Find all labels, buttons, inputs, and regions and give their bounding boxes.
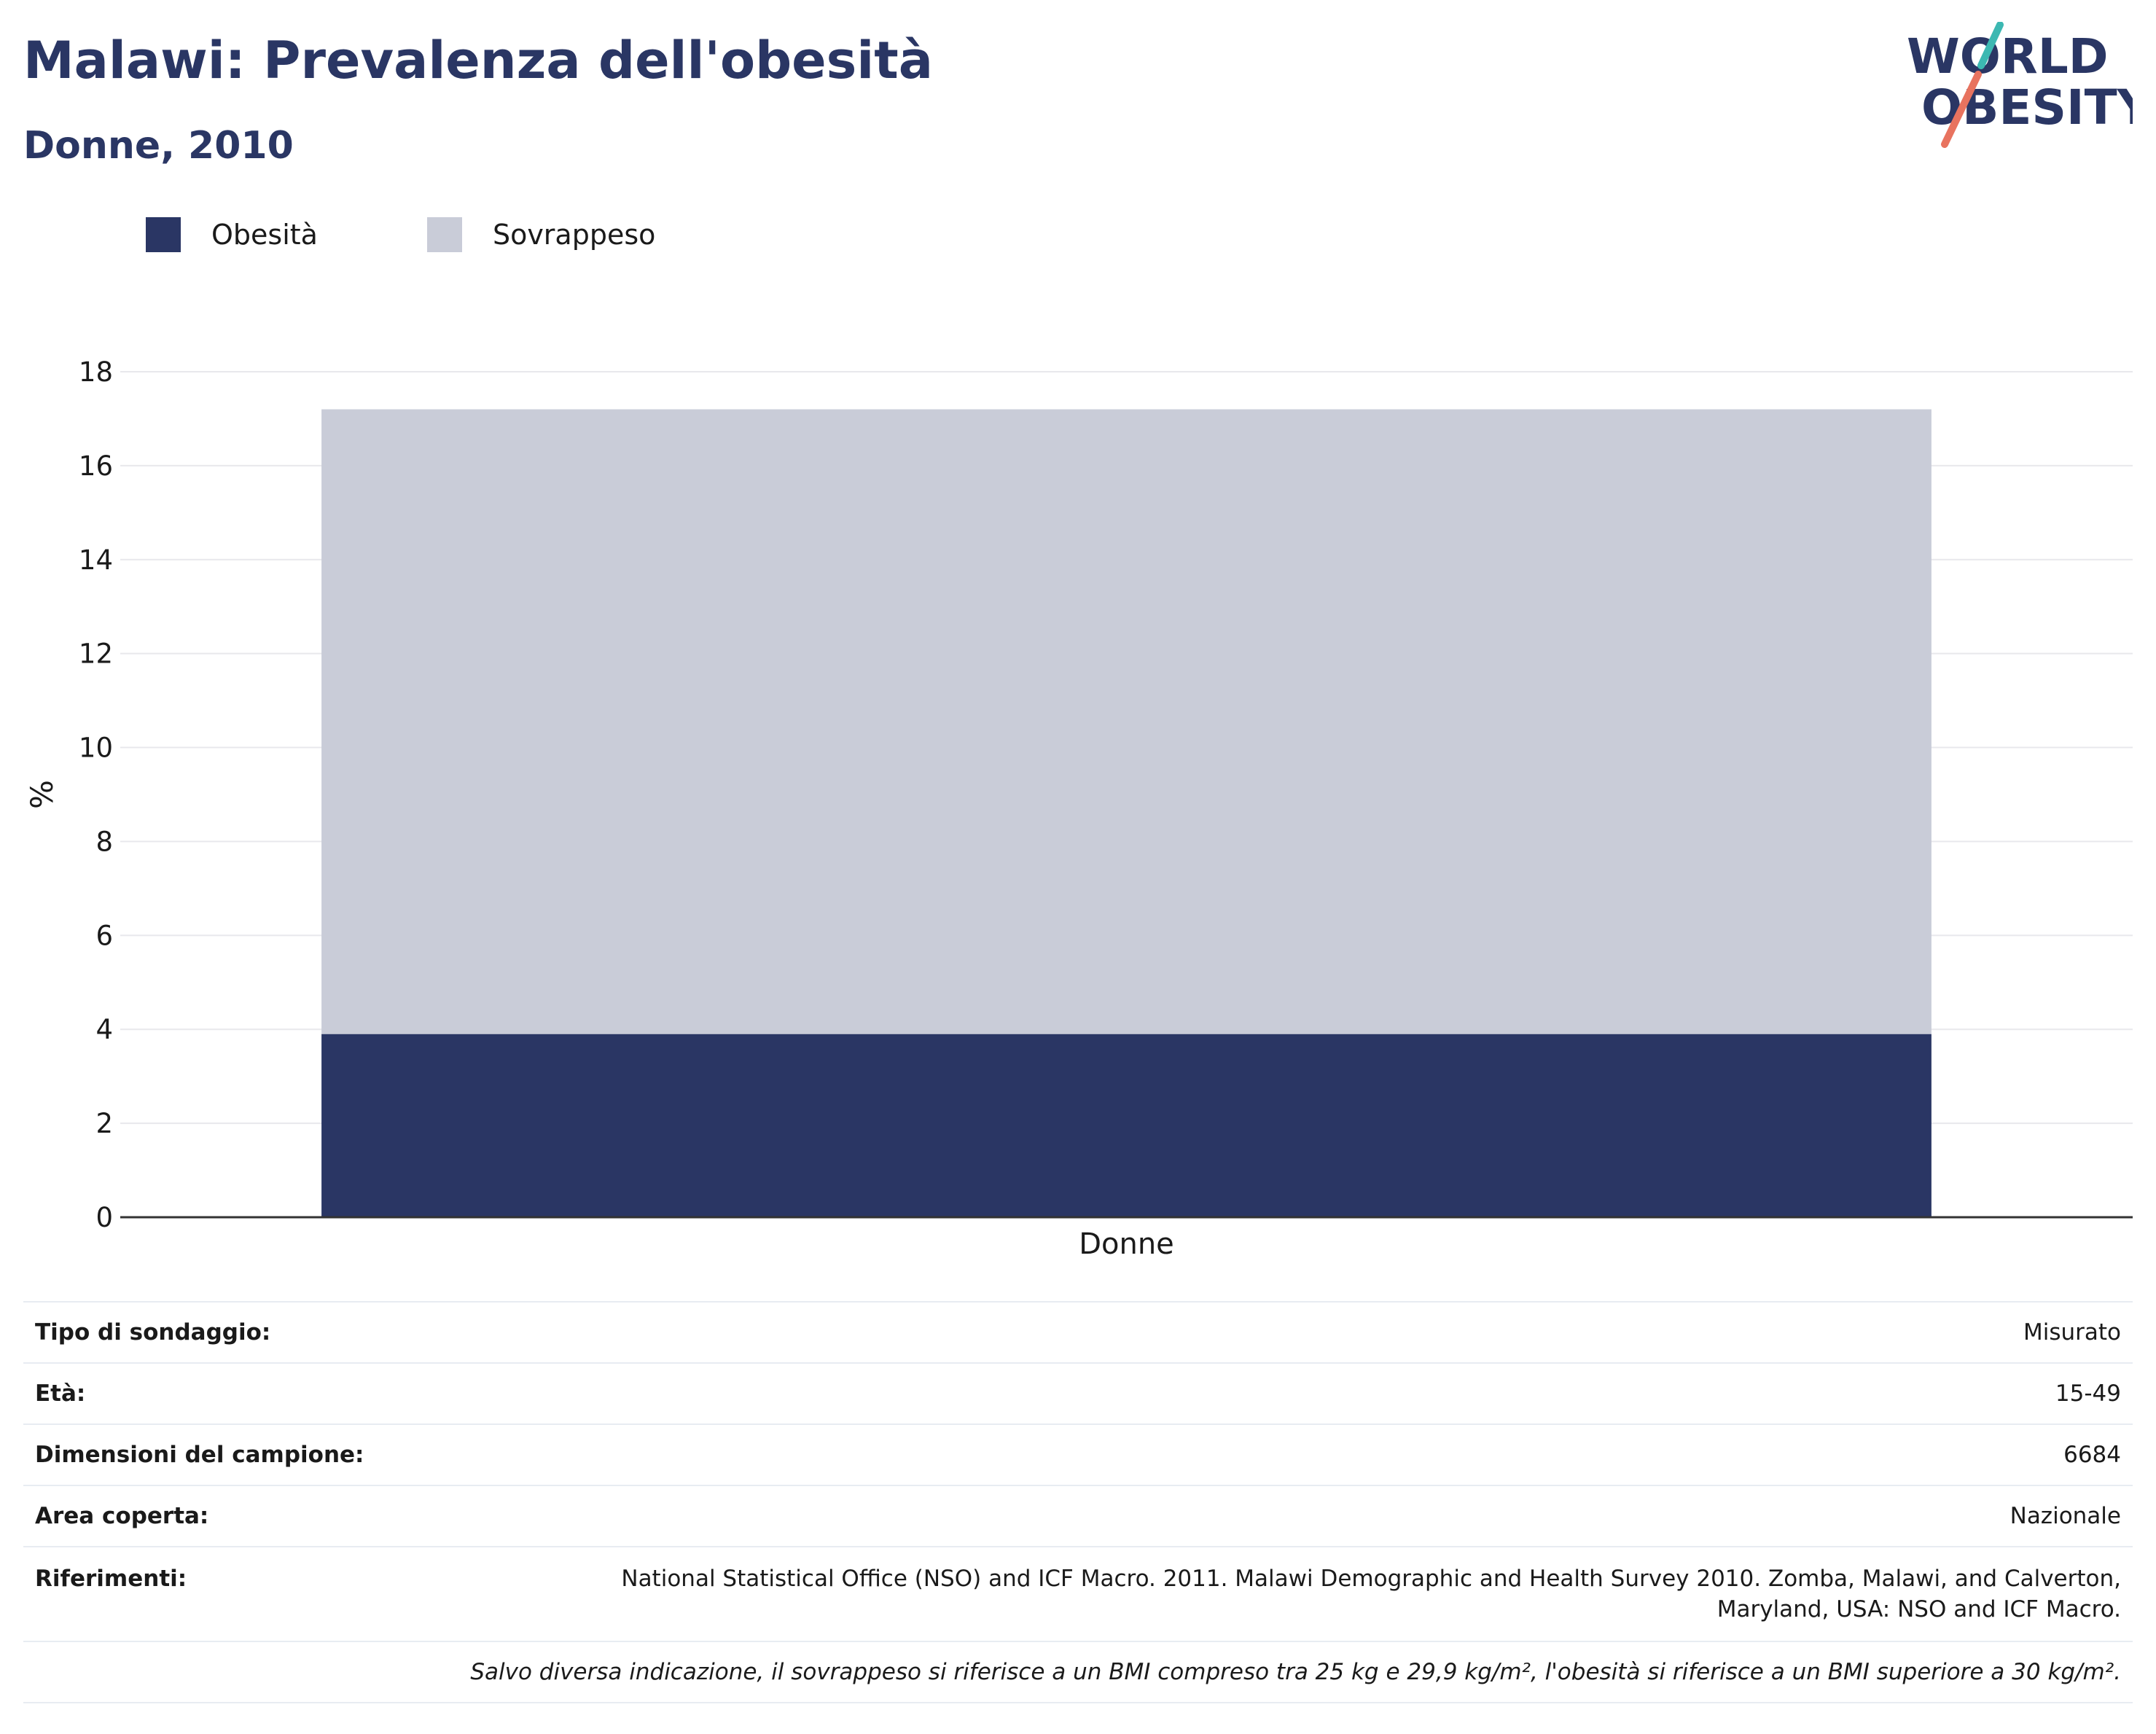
legend-label-overweight: Sovrappeso	[492, 219, 656, 251]
legend-label-obesity: Obesità	[211, 219, 318, 251]
info-value-age: 15-49	[419, 1362, 2133, 1424]
references-line-1: National Statistical Office (NSO) and IC…	[621, 1566, 2121, 1592]
y-tick-label: 0	[95, 1202, 113, 1233]
logo-slash-coral	[1941, 71, 1982, 148]
bar-overweight	[321, 409, 1932, 1034]
legend-swatch-obesity	[146, 217, 181, 252]
references-line-2: Maryland, USA: NSO and ICF Macro.	[1716, 1596, 2121, 1622]
y-tick-label: 6	[95, 920, 113, 951]
info-label-survey-type: Tipo di sondaggio:	[23, 1301, 420, 1363]
y-tick-label: 14	[79, 544, 113, 576]
info-row-note: Salvo diversa indicazione, il sovrappeso…	[23, 1641, 2133, 1703]
bar-chart: 0 2 4 6 8 10 12 14 16 18 Donne%	[24, 356, 2133, 1261]
x-tick-label: Donne	[1079, 1227, 1174, 1261]
info-value-references: National Statistical Office (NSO) and IC…	[419, 1546, 2133, 1641]
y-axis-label: %	[24, 780, 60, 809]
info-label-age: Età:	[23, 1362, 420, 1424]
info-label-references: Riferimenti:	[23, 1546, 420, 1641]
world-obesity-logo: WORLD OBESITY	[1907, 22, 2133, 148]
logo-word-world: WORLD	[1907, 28, 2109, 85]
survey-info-table: Tipo di sondaggio: Misurato Età: 15-49 D…	[23, 1301, 2133, 1703]
bar-obesity	[321, 1034, 1932, 1217]
info-row-survey-type: Tipo di sondaggio: Misurato	[23, 1301, 2133, 1363]
info-label-sample-size: Dimensioni del campione:	[23, 1423, 420, 1485]
logo-slash-teal	[1977, 22, 2004, 69]
info-row-age: Età: 15-49	[23, 1362, 2133, 1424]
definition-note: Salvo diversa indicazione, il sovrappeso…	[23, 1641, 2133, 1703]
info-row-references: Riferimenti: National Statistical Office…	[23, 1546, 2133, 1641]
y-tick-label: 10	[79, 733, 113, 764]
chart-title: Malawi: Prevalenza dell'obesità	[23, 31, 934, 90]
y-tick-label: 18	[79, 356, 113, 388]
info-value-sample-size: 6684	[419, 1423, 2133, 1485]
info-row-area: Area coperta: Nazionale	[23, 1485, 2133, 1547]
y-tick-label: 4	[95, 1014, 113, 1045]
info-label-area: Area coperta:	[23, 1485, 420, 1547]
legend-item-overweight[interactable]: Sovrappeso	[426, 217, 656, 252]
y-tick-label: 16	[79, 450, 113, 482]
info-row-sample-size: Dimensioni del campione: 6684	[23, 1423, 2133, 1485]
y-tick-label: 2	[95, 1108, 113, 1139]
info-value-survey-type: Misurato	[419, 1301, 2133, 1363]
y-tick-label: 12	[79, 638, 113, 670]
chart-legend: Obesità Sovrappeso	[146, 217, 765, 252]
info-value-area: Nazionale	[419, 1485, 2133, 1547]
legend-item-obesity[interactable]: Obesità	[146, 217, 318, 252]
legend-swatch-overweight	[426, 217, 462, 252]
y-tick-label: 8	[95, 826, 113, 857]
chart-subtitle: Donne, 2010	[23, 124, 294, 168]
